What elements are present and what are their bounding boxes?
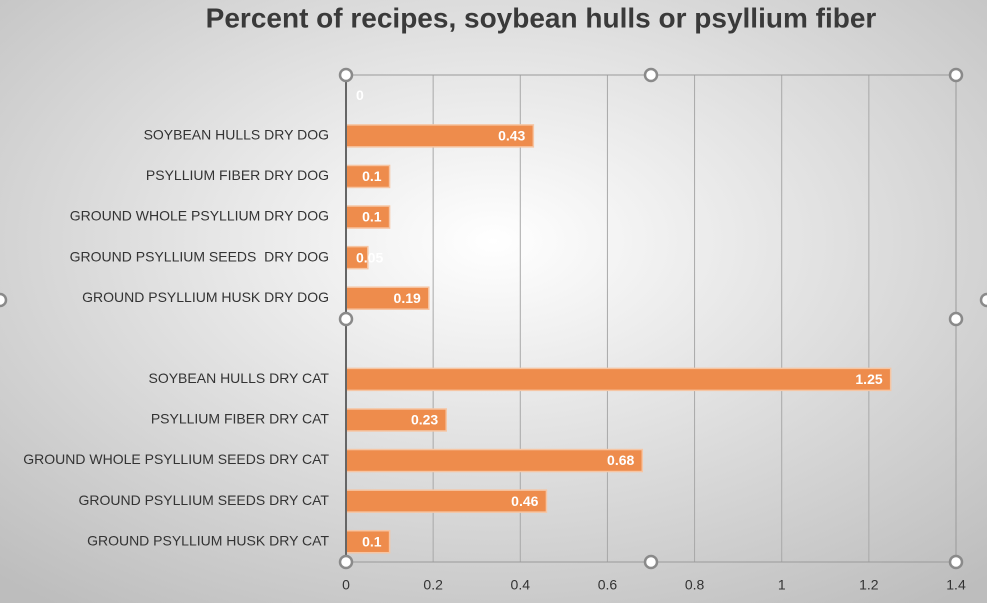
handle[interactable] [338, 554, 354, 570]
x-tick-label: 0.4 [511, 577, 531, 593]
x-tick-label: 0.8 [685, 577, 705, 593]
x-tick-label: 1.2 [859, 577, 879, 593]
y-tick-label: PSYLLIUM FIBER DRY CAT [151, 411, 330, 427]
y-tick-label: GROUND WHOLE PSYLLIUM SEEDS DRY CAT [23, 451, 329, 467]
data-label: 0.19 [394, 290, 421, 306]
handle[interactable] [948, 67, 964, 83]
y-tick-label: SOYBEAN HULLS DRY DOG [144, 127, 329, 143]
handle[interactable] [643, 67, 659, 83]
x-tick-label: 0.6 [598, 577, 618, 593]
data-label: 0.1 [362, 209, 382, 225]
handle[interactable] [338, 311, 354, 327]
x-tick-label: 1.4 [946, 577, 966, 593]
data-label: 0.1 [362, 168, 382, 184]
y-tick-label: GROUND PSYLLIUM SEEDS DRY DOG [70, 248, 329, 264]
chart-title: Percent of recipes, soybean hulls or psy… [206, 2, 877, 33]
bar [345, 367, 892, 392]
handle[interactable] [643, 554, 659, 570]
data-label: 0 [356, 87, 364, 103]
y-tick-label: SOYBEAN HULLS DRY CAT [148, 370, 329, 386]
plot-area: 0 0.2 0.4 0.6 0.8 1 1.2 1.4 0 SOYBEAN HULLS DRY D… [23, 75, 966, 593]
data-label: 0.23 [411, 412, 438, 428]
handle[interactable] [948, 554, 964, 570]
data-label: 0.1 [362, 533, 382, 549]
y-tick-label: GROUND WHOLE PSYLLIUM DRY DOG [70, 208, 329, 224]
handle[interactable] [979, 292, 987, 308]
y-tick-label: GROUND PSYLLIUM SEEDS DRY CAT [78, 492, 329, 508]
data-label: 1.25 [855, 371, 882, 387]
y-tick-label: GROUND PSYLLIUM HUSK DRY DOG [82, 289, 329, 305]
selection-handles [0, 67, 987, 570]
data-label: 0.68 [607, 452, 634, 468]
bar [345, 448, 644, 473]
x-tick-label: 0 [342, 577, 350, 593]
data-label: 0.43 [498, 128, 525, 144]
x-tick-label: 1 [778, 577, 786, 593]
handle[interactable] [338, 67, 354, 83]
data-label: 0.05 [356, 249, 383, 265]
x-tick-label: 0.2 [423, 577, 443, 593]
y-tick-label: PSYLLIUM FIBER DRY DOG [146, 167, 329, 183]
handle[interactable] [0, 292, 8, 308]
data-label: 0.46 [511, 493, 538, 509]
y-tick-label: GROUND PSYLLIUM HUSK DRY CAT [87, 532, 329, 548]
handle[interactable] [948, 311, 964, 327]
